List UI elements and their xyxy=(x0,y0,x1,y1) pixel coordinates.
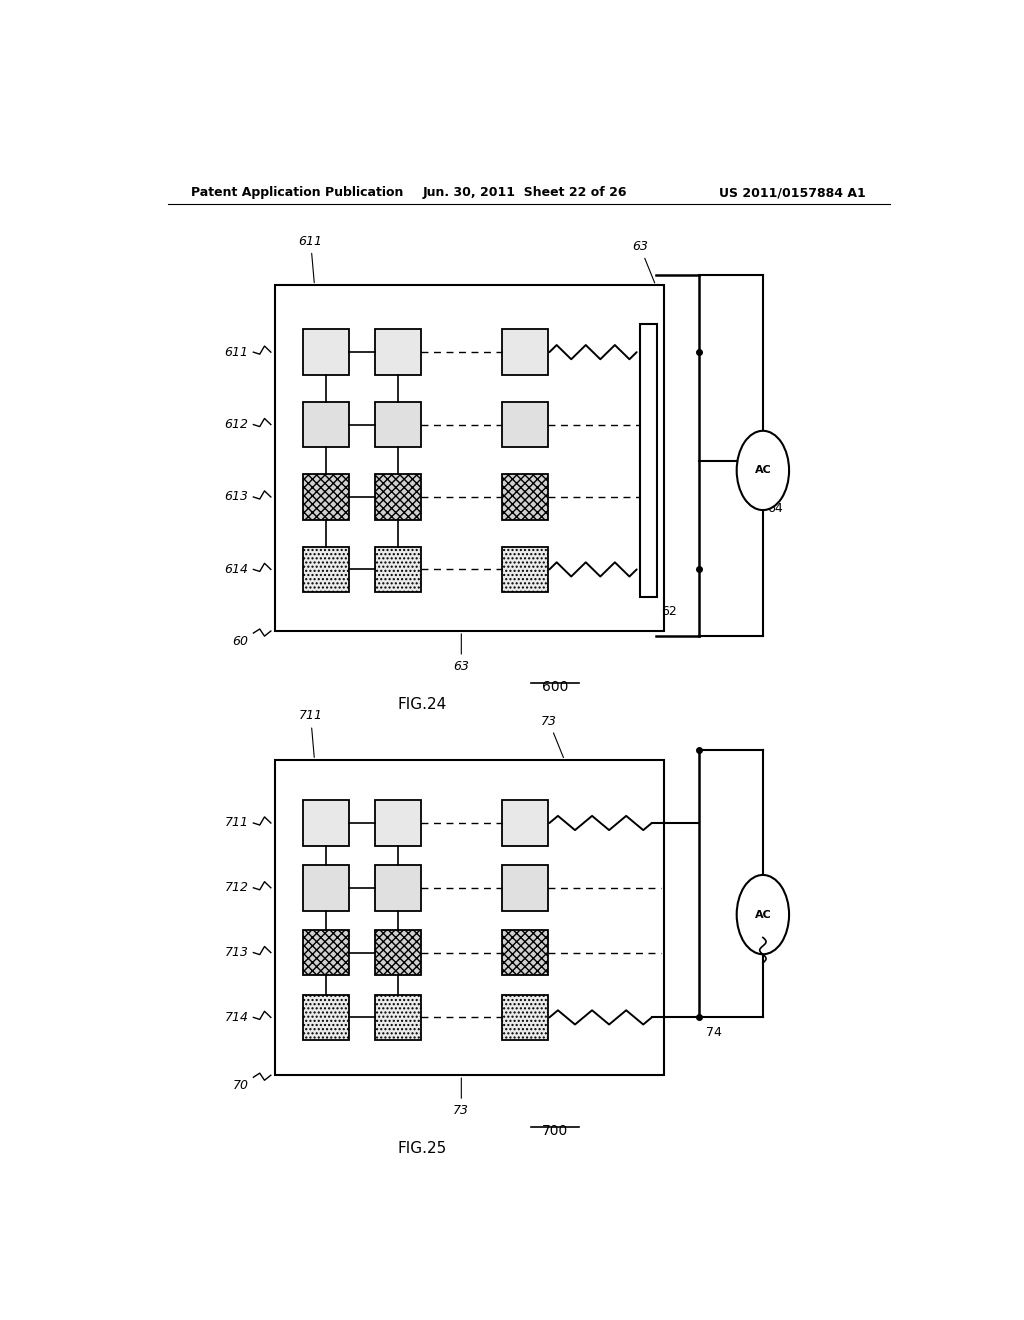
FancyBboxPatch shape xyxy=(303,994,349,1040)
FancyBboxPatch shape xyxy=(375,929,421,975)
FancyBboxPatch shape xyxy=(502,401,548,447)
Bar xyxy=(640,325,657,598)
Text: 74: 74 xyxy=(706,1026,722,1039)
Text: 611: 611 xyxy=(299,235,323,282)
FancyBboxPatch shape xyxy=(502,865,548,911)
Text: 613: 613 xyxy=(224,491,249,503)
Text: FIG.24: FIG.24 xyxy=(398,697,447,711)
FancyBboxPatch shape xyxy=(502,994,548,1040)
Text: 73: 73 xyxy=(541,714,563,758)
FancyBboxPatch shape xyxy=(375,546,421,593)
Text: Jun. 30, 2011  Sheet 22 of 26: Jun. 30, 2011 Sheet 22 of 26 xyxy=(423,186,627,199)
Text: 711: 711 xyxy=(224,817,249,829)
FancyBboxPatch shape xyxy=(502,474,548,520)
Text: FIG.25: FIG.25 xyxy=(398,1142,447,1156)
Text: AC: AC xyxy=(755,909,771,920)
Text: 62: 62 xyxy=(662,606,677,619)
Text: 714: 714 xyxy=(224,1011,249,1024)
Text: 612: 612 xyxy=(224,418,249,432)
FancyBboxPatch shape xyxy=(375,800,421,846)
Bar xyxy=(274,760,664,1076)
Text: 711: 711 xyxy=(299,709,323,758)
Text: 712: 712 xyxy=(224,882,249,894)
FancyBboxPatch shape xyxy=(502,929,548,975)
Text: 600: 600 xyxy=(542,680,568,694)
FancyBboxPatch shape xyxy=(303,546,349,593)
FancyBboxPatch shape xyxy=(303,329,349,375)
Text: 63: 63 xyxy=(454,634,469,673)
FancyBboxPatch shape xyxy=(502,800,548,846)
Text: 614: 614 xyxy=(224,562,249,576)
FancyBboxPatch shape xyxy=(375,401,421,447)
FancyBboxPatch shape xyxy=(303,929,349,975)
FancyBboxPatch shape xyxy=(375,994,421,1040)
Ellipse shape xyxy=(736,430,790,510)
Text: AC: AC xyxy=(755,466,771,475)
Text: 70: 70 xyxy=(232,1080,249,1092)
FancyBboxPatch shape xyxy=(303,865,349,911)
Text: 60: 60 xyxy=(232,635,249,648)
FancyBboxPatch shape xyxy=(303,800,349,846)
Text: US 2011/0157884 A1: US 2011/0157884 A1 xyxy=(719,186,866,199)
FancyBboxPatch shape xyxy=(375,865,421,911)
FancyBboxPatch shape xyxy=(303,401,349,447)
FancyBboxPatch shape xyxy=(502,546,548,593)
Text: 73: 73 xyxy=(454,1078,469,1117)
Ellipse shape xyxy=(736,875,790,954)
Text: 63: 63 xyxy=(632,240,654,282)
Text: 611: 611 xyxy=(224,346,249,359)
Bar xyxy=(274,285,664,631)
Text: Patent Application Publication: Patent Application Publication xyxy=(191,186,403,199)
FancyBboxPatch shape xyxy=(375,329,421,375)
Text: 713: 713 xyxy=(224,946,249,960)
FancyBboxPatch shape xyxy=(502,329,548,375)
FancyBboxPatch shape xyxy=(303,474,349,520)
FancyBboxPatch shape xyxy=(375,474,421,520)
Text: 700: 700 xyxy=(542,1125,568,1138)
Text: 64: 64 xyxy=(767,503,782,515)
